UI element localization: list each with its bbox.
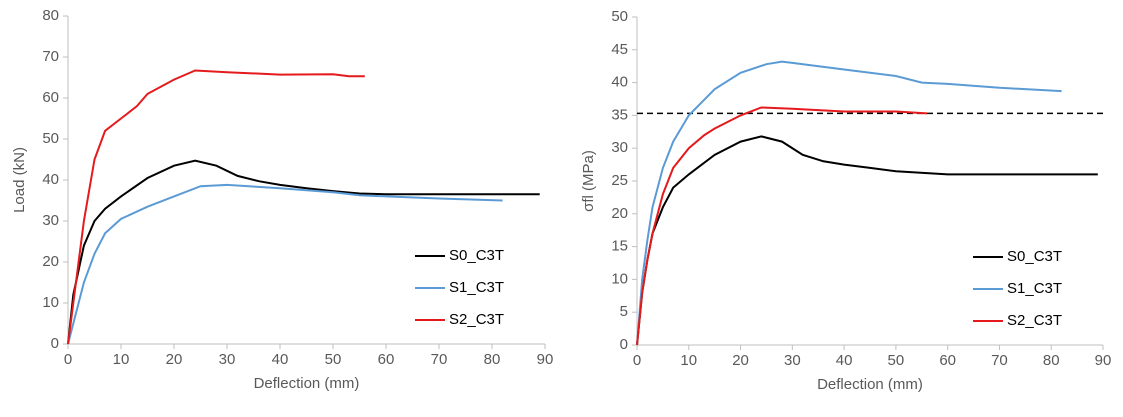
x-tick-label: 0 — [633, 352, 641, 369]
x-tick-label: 40 — [836, 352, 853, 369]
y-tick-label: 10 — [42, 294, 59, 311]
legend-label: S2_C3T — [449, 311, 504, 328]
y-tick-label: 70 — [42, 48, 59, 65]
series-line — [636, 135, 1098, 346]
x-tick-label: 60 — [939, 352, 956, 369]
legend-label: S1_C3T — [1007, 280, 1062, 297]
x-tick-label: 50 — [325, 351, 342, 368]
y-tick-label: 5 — [620, 303, 628, 320]
series-line — [67, 183, 503, 345]
y-tick-label: 20 — [611, 205, 628, 222]
y-tick-label: 50 — [611, 8, 628, 25]
x-tick-label: 70 — [431, 351, 448, 368]
series-line — [636, 60, 1062, 346]
y-tick-label: 25 — [611, 172, 628, 189]
y-tick-label: 40 — [42, 171, 59, 188]
y-tick-label: 45 — [611, 41, 628, 58]
x-tick-label: 80 — [484, 351, 501, 368]
x-tick-label: 90 — [1095, 352, 1112, 369]
x-tick-label: 60 — [378, 351, 395, 368]
x-tick-label: 20 — [166, 351, 183, 368]
series-line — [67, 159, 540, 345]
x-tick-label: 90 — [537, 351, 554, 368]
legend-label: S0_C3T — [1007, 248, 1062, 265]
series-line — [67, 69, 365, 345]
y-tick-label: 35 — [611, 106, 628, 123]
x-tick-label: 10 — [680, 352, 697, 369]
legend-label: S1_C3T — [449, 279, 504, 296]
y-tick-label: 0 — [620, 336, 628, 353]
y-axis-label: σfl (MPa) — [580, 150, 597, 212]
x-axis-label: Deflection (mm) — [254, 375, 360, 392]
y-tick-label: 20 — [42, 253, 59, 270]
y-axis-label: Load (kN) — [11, 147, 28, 213]
y-tick-label: 0 — [51, 335, 59, 352]
series-line — [636, 106, 928, 346]
x-tick-label: 10 — [113, 351, 130, 368]
y-tick-label: 60 — [42, 89, 59, 106]
x-tick-label: 50 — [888, 352, 905, 369]
y-tick-label: 40 — [611, 74, 628, 91]
x-tick-label: 30 — [219, 351, 236, 368]
x-tick-label: 20 — [732, 352, 749, 369]
x-tick-label: 70 — [991, 352, 1008, 369]
y-tick-label: 15 — [611, 238, 628, 255]
y-tick-label: 30 — [611, 139, 628, 156]
y-tick-label: 80 — [42, 7, 59, 24]
legend-label: S2_C3T — [1007, 312, 1062, 329]
y-tick-label: 10 — [611, 270, 628, 287]
x-axis-label: Deflection (mm) — [817, 376, 923, 393]
x-tick-label: 30 — [784, 352, 801, 369]
x-tick-label: 80 — [1043, 352, 1060, 369]
y-tick-label: 50 — [42, 130, 59, 147]
legend-label: S0_C3T — [449, 247, 504, 264]
y-tick-label: 30 — [42, 212, 59, 229]
x-tick-label: 40 — [272, 351, 289, 368]
x-tick-label: 0 — [64, 351, 72, 368]
